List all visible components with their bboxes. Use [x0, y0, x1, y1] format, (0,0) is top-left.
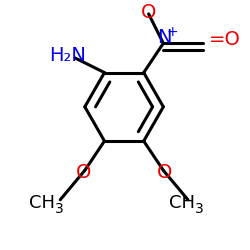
Text: H₂N: H₂N — [49, 46, 86, 65]
Text: +: + — [166, 25, 178, 39]
Text: O: O — [140, 3, 156, 22]
Text: O: O — [157, 163, 172, 182]
Text: =O: =O — [209, 30, 240, 49]
Text: CH: CH — [29, 194, 55, 212]
Text: CH: CH — [169, 194, 195, 212]
Text: O: O — [76, 163, 91, 182]
Text: 3: 3 — [195, 202, 204, 216]
Text: 3: 3 — [55, 202, 64, 216]
Text: N: N — [157, 28, 172, 47]
